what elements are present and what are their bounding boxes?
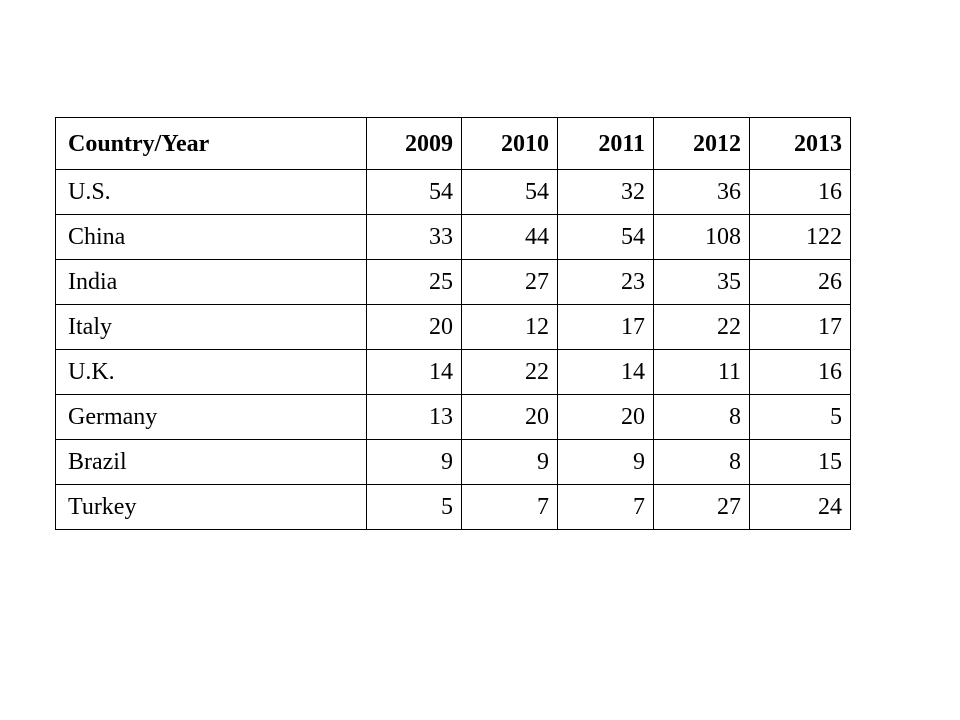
value-cell: 17 (557, 304, 654, 350)
table-header-row: Country/Year 2009 2010 2011 2012 2013 (55, 117, 851, 170)
value-cell: 54 (461, 169, 558, 215)
country-cell: U.K. (55, 349, 367, 395)
country-cell: Italy (55, 304, 367, 350)
table-row: Italy 20 12 17 22 17 (55, 304, 851, 350)
value-cell: 16 (749, 169, 851, 215)
value-cell: 8 (653, 394, 750, 440)
country-cell: India (55, 259, 367, 305)
value-cell: 5 (749, 394, 851, 440)
value-cell: 35 (653, 259, 750, 305)
table-row: U.K. 14 22 14 11 16 (55, 349, 851, 395)
value-cell: 17 (749, 304, 851, 350)
value-cell: 11 (653, 349, 750, 395)
value-cell: 24 (749, 484, 851, 530)
value-cell: 7 (461, 484, 558, 530)
header-cell-2012: 2012 (653, 117, 750, 170)
value-cell: 9 (366, 439, 462, 485)
table-body: Country/Year 2009 2010 2011 2012 2013 U.… (55, 117, 851, 530)
value-cell: 108 (653, 214, 750, 260)
country-cell: Brazil (55, 439, 367, 485)
value-cell: 14 (366, 349, 462, 395)
country-cell: Turkey (55, 484, 367, 530)
table-row: Brazil 9 9 9 8 15 (55, 439, 851, 485)
value-cell: 13 (366, 394, 462, 440)
table-row: Germany 13 20 20 8 5 (55, 394, 851, 440)
country-cell: China (55, 214, 367, 260)
header-cell-2010: 2010 (461, 117, 558, 170)
value-cell: 27 (461, 259, 558, 305)
value-cell: 20 (366, 304, 462, 350)
header-cell-2009: 2009 (366, 117, 462, 170)
value-cell: 32 (557, 169, 654, 215)
value-cell: 122 (749, 214, 851, 260)
value-cell: 25 (366, 259, 462, 305)
value-cell: 8 (653, 439, 750, 485)
value-cell: 33 (366, 214, 462, 260)
value-cell: 15 (749, 439, 851, 485)
value-cell: 9 (461, 439, 558, 485)
table-row: China 33 44 54 108 122 (55, 214, 851, 260)
table-row: India 25 27 23 35 26 (55, 259, 851, 305)
value-cell: 54 (557, 214, 654, 260)
country-cell: U.S. (55, 169, 367, 215)
value-cell: 23 (557, 259, 654, 305)
value-cell: 36 (653, 169, 750, 215)
table-row: U.S. 54 54 32 36 16 (55, 169, 851, 215)
value-cell: 16 (749, 349, 851, 395)
value-cell: 27 (653, 484, 750, 530)
value-cell: 54 (366, 169, 462, 215)
table-row: Turkey 5 7 7 27 24 (55, 484, 851, 530)
value-cell: 44 (461, 214, 558, 260)
value-cell: 20 (461, 394, 558, 440)
value-cell: 9 (557, 439, 654, 485)
value-cell: 22 (461, 349, 558, 395)
value-cell: 22 (653, 304, 750, 350)
header-cell-2013: 2013 (749, 117, 851, 170)
value-cell: 26 (749, 259, 851, 305)
header-cell-2011: 2011 (557, 117, 654, 170)
header-cell-country-year: Country/Year (55, 117, 367, 170)
value-cell: 7 (557, 484, 654, 530)
value-cell: 12 (461, 304, 558, 350)
country-cell: Germany (55, 394, 367, 440)
value-cell: 5 (366, 484, 462, 530)
value-cell: 20 (557, 394, 654, 440)
country-year-table: Country/Year 2009 2010 2011 2012 2013 U.… (55, 117, 851, 530)
value-cell: 14 (557, 349, 654, 395)
